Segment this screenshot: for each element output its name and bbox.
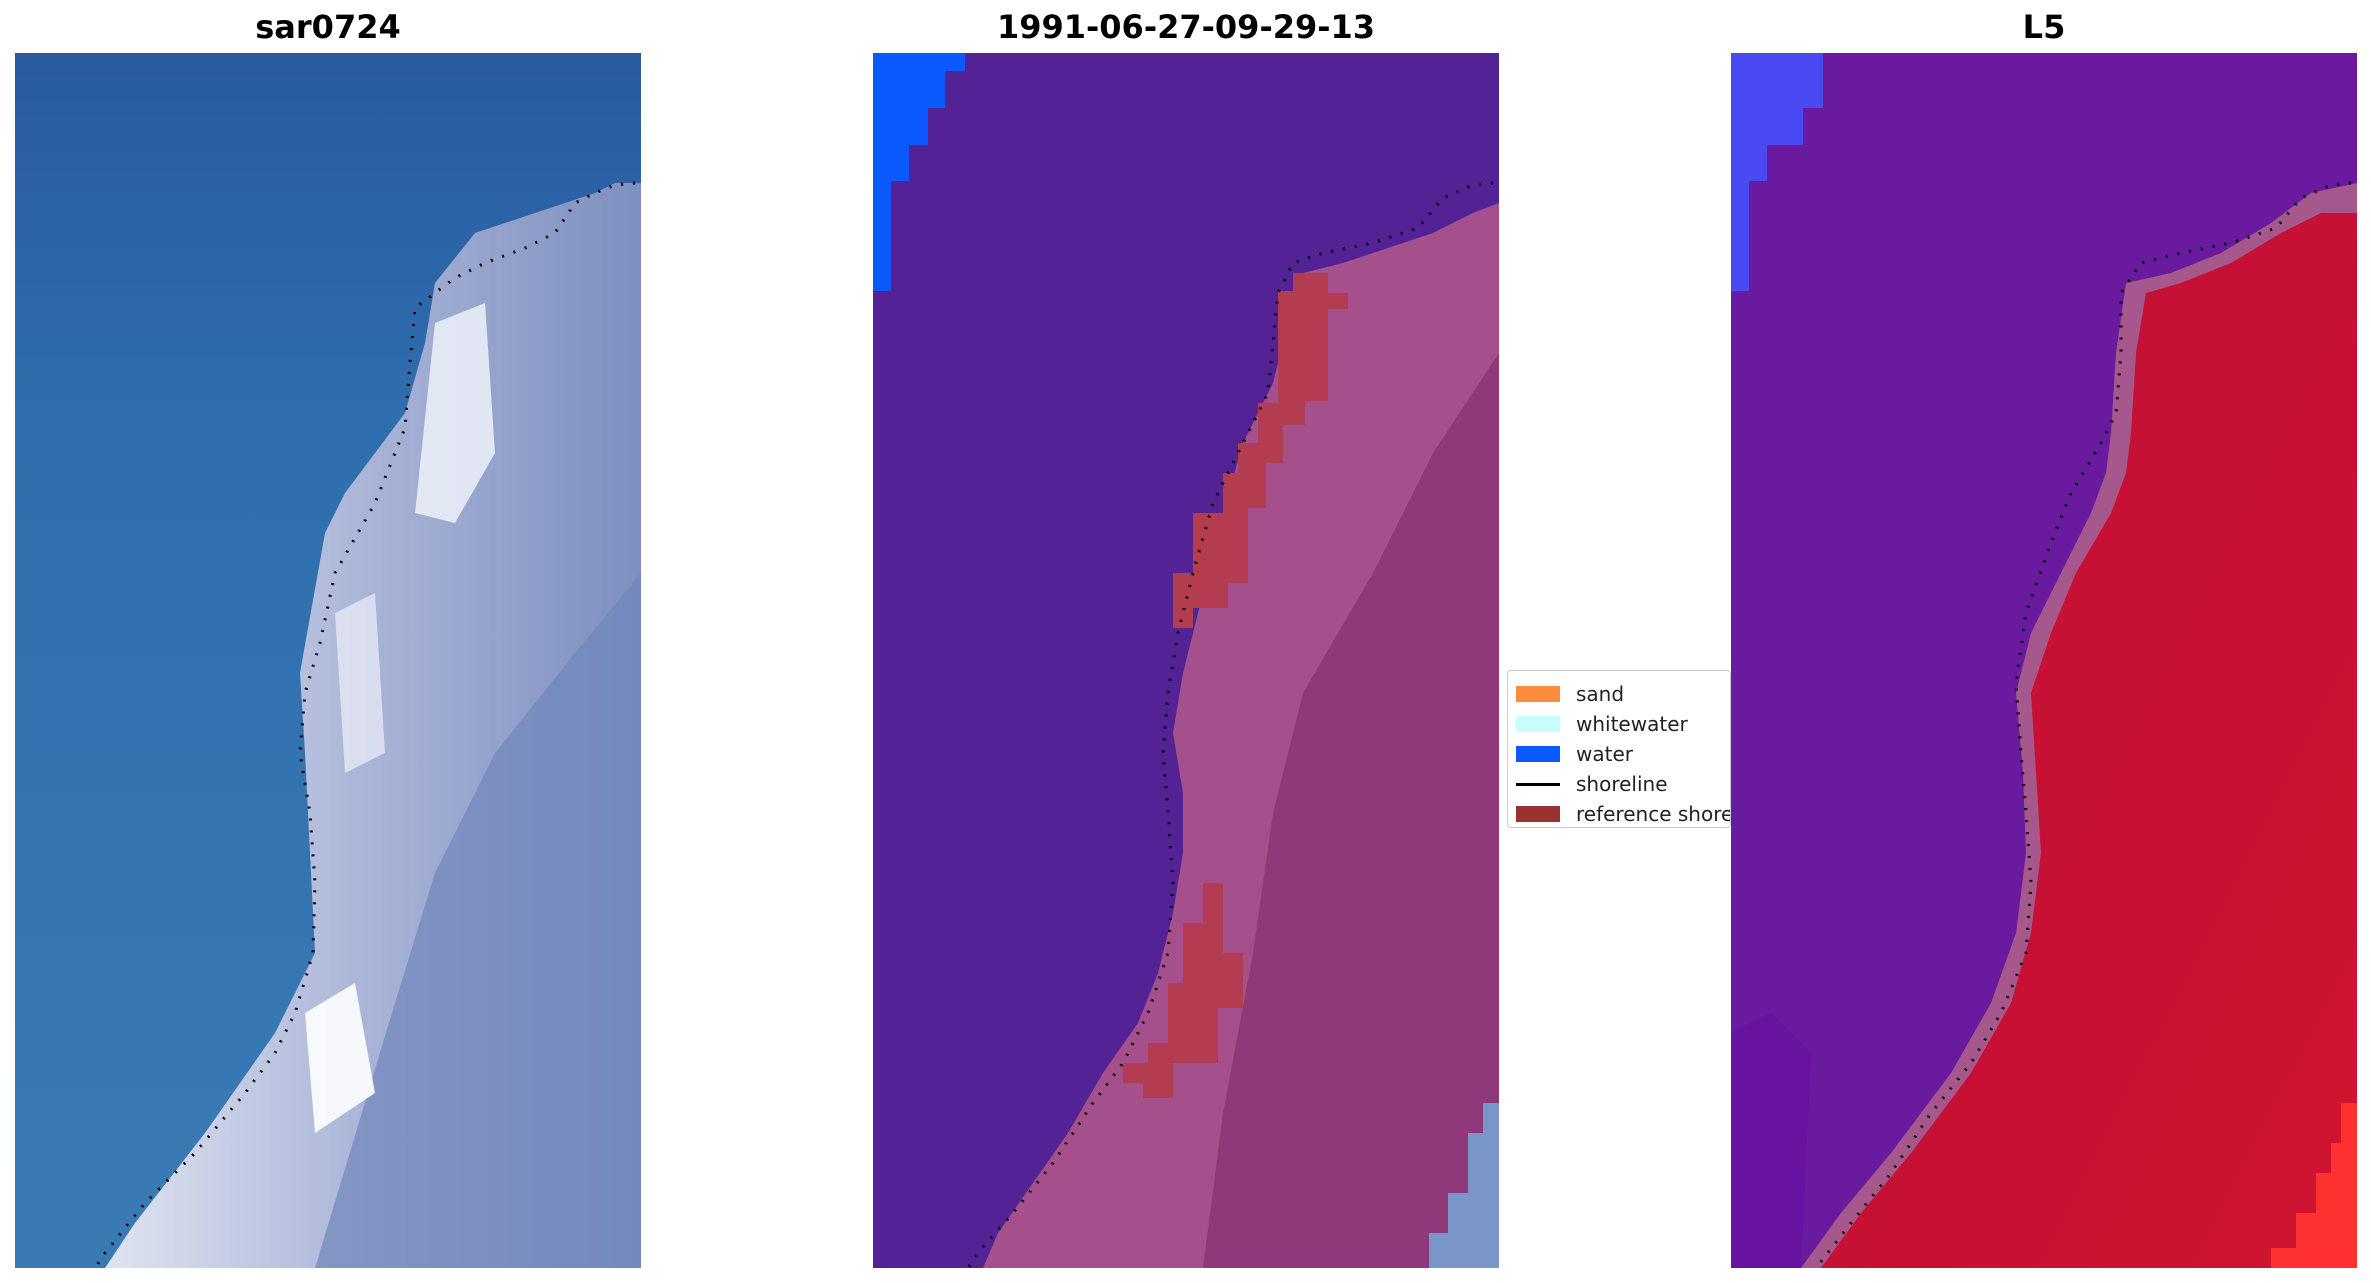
land-class-region bbox=[1408, 1103, 1499, 1268]
reference-shore-region-upper bbox=[1173, 273, 1348, 628]
legend-swatch-water bbox=[1516, 746, 1560, 762]
rgb-image bbox=[15, 53, 641, 1268]
classified-image-panel bbox=[873, 53, 1499, 1268]
reference-shore-region-lower bbox=[1123, 883, 1243, 1098]
legend-label: shoreline bbox=[1576, 772, 1668, 796]
legend-label: water bbox=[1576, 742, 1633, 766]
classified-image bbox=[873, 53, 1499, 1268]
legend-label: reference shore bbox=[1576, 802, 1731, 826]
legend-item-shoreline: shoreline bbox=[1508, 769, 1730, 799]
legend-swatch-sand bbox=[1516, 686, 1560, 702]
legend-label: whitewater bbox=[1576, 712, 1688, 736]
water-index-region bbox=[1731, 53, 1823, 291]
shoreline-rgb bbox=[93, 181, 636, 1268]
legend-label: sand bbox=[1576, 682, 1625, 706]
legend-item-whitewater: whitewater bbox=[1508, 709, 1730, 739]
water-class-region bbox=[873, 53, 965, 291]
panel-title-index: L5 bbox=[2022, 8, 2066, 46]
legend-item-water: water bbox=[1508, 739, 1730, 769]
index-image bbox=[1731, 53, 2357, 1268]
panel-title-classified: 1991-06-27-09-29-13 bbox=[996, 8, 1376, 46]
legend-item-sand: sand bbox=[1508, 679, 1730, 709]
panel-title-rgb: sar0724 bbox=[255, 8, 401, 46]
rgb-image-panel bbox=[15, 53, 641, 1268]
land-index-region bbox=[1821, 213, 2357, 1268]
legend: sand whitewater water shoreline referenc… bbox=[1507, 670, 1731, 828]
legend-line-shoreline bbox=[1516, 782, 1560, 786]
legend-swatch-whitewater bbox=[1516, 716, 1560, 732]
bright-index-region bbox=[2271, 1103, 2357, 1268]
legend-item-reference-shore: reference shore bbox=[1508, 799, 1731, 827]
index-image-panel bbox=[1731, 53, 2357, 1268]
legend-swatch-reference-shore bbox=[1516, 806, 1560, 822]
